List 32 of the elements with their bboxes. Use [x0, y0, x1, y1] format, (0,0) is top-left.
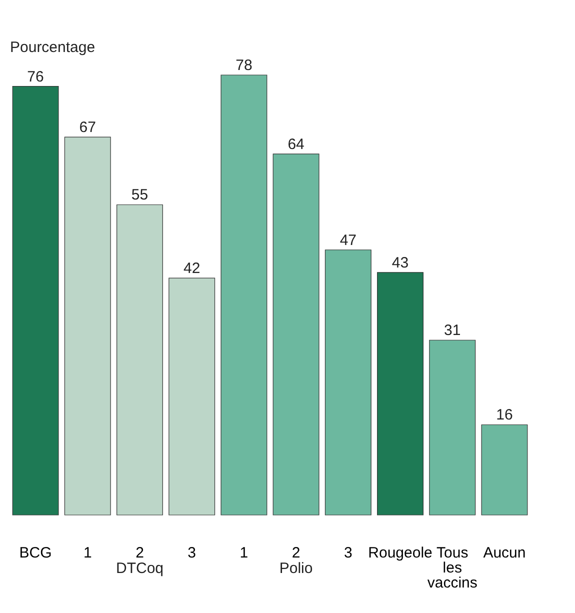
text: Polio: [279, 560, 313, 577]
bar: [116, 204, 163, 516]
data-label: 76: [27, 68, 44, 86]
bar: [220, 74, 268, 516]
bar: [429, 340, 476, 516]
data-label: 42: [184, 260, 200, 278]
y-axis-title: Pourcentage: [10, 39, 96, 56]
x-tick-label: BCG: [19, 544, 52, 562]
x-tick-label: 1: [83, 544, 92, 562]
data-label: 47: [340, 232, 356, 249]
bar: [377, 272, 424, 516]
data-label: 64: [288, 136, 304, 153]
bar: [168, 278, 216, 516]
x-tick-label: 3: [344, 544, 352, 562]
x-tick-label: 1: [240, 544, 248, 562]
x-tick-label: 2: [292, 544, 300, 562]
text: DTCoq: [116, 560, 164, 577]
data-label: 16: [496, 406, 513, 424]
x-tick-label: Aucun: [483, 544, 526, 562]
data-label: 43: [392, 254, 409, 272]
bar: [64, 136, 111, 516]
bar: [272, 154, 320, 516]
bar: [324, 250, 372, 516]
x-tick-label: Rougeole: [368, 544, 432, 562]
bar: [481, 424, 528, 516]
data-label: 55: [131, 186, 148, 204]
bar: [12, 86, 59, 516]
data-label: 67: [79, 119, 96, 136]
data-label: 78: [236, 57, 252, 74]
data-label: 31: [444, 322, 461, 340]
x-tick-label: 3: [188, 544, 196, 562]
x-tick-label: 2: [136, 544, 144, 562]
